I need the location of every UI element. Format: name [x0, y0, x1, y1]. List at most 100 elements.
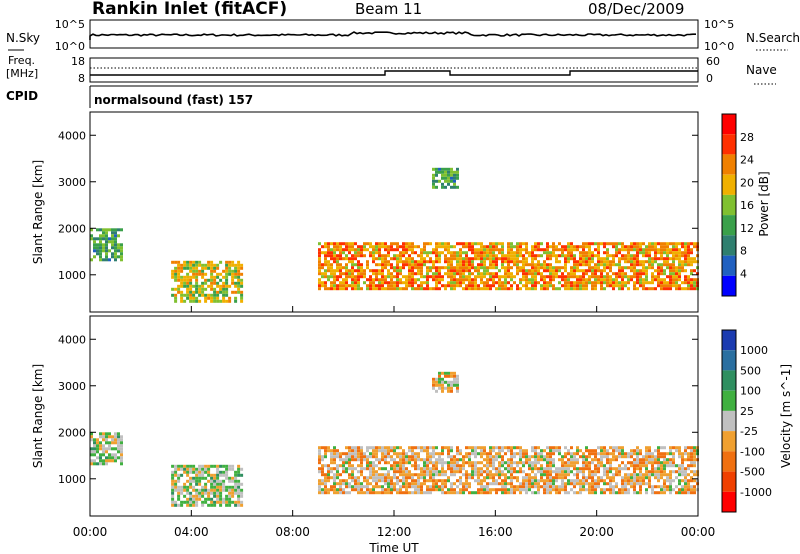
velocity-cell — [357, 470, 360, 474]
velocity-cell — [477, 479, 480, 483]
power-cell — [606, 251, 609, 255]
velocity-cell — [324, 449, 327, 453]
velocity-cell — [96, 456, 99, 460]
power-cell — [588, 242, 591, 246]
power-cell — [597, 245, 600, 249]
velocity-cell — [519, 461, 522, 465]
velocity-cell — [213, 500, 217, 504]
velocity-cell — [459, 482, 462, 486]
power-cell — [441, 251, 444, 255]
power-cell — [603, 263, 606, 267]
velocity-cell — [333, 452, 336, 456]
power-cell — [354, 257, 357, 261]
velocity-cell — [378, 467, 381, 471]
velocity-cell — [105, 447, 108, 451]
velocity-cell — [489, 446, 492, 450]
velocity-cell — [645, 452, 648, 456]
power-cell — [357, 278, 360, 282]
velocity-cell — [372, 446, 375, 450]
power-cell — [336, 257, 339, 261]
velocity-cell — [663, 467, 666, 471]
velocity-cell — [507, 467, 510, 471]
velocity-cell — [177, 476, 181, 480]
power-cell — [693, 287, 696, 291]
velocity-cell — [471, 461, 474, 465]
power-cell — [645, 287, 648, 291]
power-cell — [237, 266, 241, 270]
velocity-cell — [675, 476, 678, 480]
velocity-cell — [627, 479, 630, 483]
power-cell — [207, 296, 211, 300]
power-cell — [234, 284, 238, 288]
power-cell — [351, 263, 354, 267]
velocity-y-tick-label: 1000 — [58, 473, 86, 486]
power-cell — [597, 251, 600, 255]
power-cell — [534, 242, 537, 246]
power-cell — [633, 266, 636, 270]
velocity-cell — [648, 485, 651, 489]
power-colorbar-swatch — [722, 194, 736, 216]
velocity-cell — [651, 461, 654, 465]
velocity-cell — [330, 476, 333, 480]
power-cell — [192, 263, 196, 267]
power-cell — [375, 257, 378, 261]
power-cell — [537, 272, 540, 276]
velocity-cell — [408, 476, 411, 480]
velocity-cell — [450, 473, 453, 477]
velocity-cell — [561, 464, 564, 468]
velocity-cell — [567, 470, 570, 474]
velocity-cell — [399, 452, 402, 456]
velocity-cell — [366, 446, 369, 450]
power-cell — [228, 272, 232, 276]
velocity-cell — [384, 461, 387, 465]
power-cell — [582, 242, 585, 246]
velocity-cell — [195, 491, 199, 495]
velocity-cell — [489, 464, 492, 468]
power-cell — [450, 257, 453, 261]
velocity-cell — [606, 455, 609, 459]
velocity-cell — [510, 458, 513, 462]
power-cell — [417, 269, 420, 273]
power-cell — [327, 263, 330, 267]
velocity-cell — [405, 461, 408, 465]
power-cell — [183, 260, 187, 264]
velocity-cell — [612, 485, 615, 489]
power-cell — [606, 284, 609, 288]
velocity-cell — [666, 479, 669, 483]
velocity-cell — [600, 455, 603, 459]
velocity-cell — [504, 467, 507, 471]
velocity-cell — [606, 482, 609, 486]
velocity-cell — [228, 479, 232, 483]
power-cell — [528, 254, 531, 258]
power-cell — [663, 284, 666, 288]
power-cell — [198, 272, 202, 276]
velocity-cell — [201, 476, 205, 480]
power-cell — [411, 251, 414, 255]
velocity-cell — [501, 446, 504, 450]
power-cell — [507, 260, 510, 264]
power-cell — [657, 278, 660, 282]
velocity-cell — [435, 464, 438, 468]
power-cell — [237, 287, 241, 291]
power-cell — [582, 254, 585, 258]
power-cell — [609, 269, 612, 273]
velocity-cell — [687, 485, 690, 489]
power-cell — [414, 287, 417, 291]
velocity-cell — [369, 446, 372, 450]
velocity-cell — [420, 485, 423, 489]
power-cell — [543, 263, 546, 267]
velocity-cell — [540, 473, 543, 477]
velocity-cell — [663, 458, 666, 462]
power-cell — [636, 278, 639, 282]
power-cell — [672, 260, 675, 264]
velocity-cell — [492, 449, 495, 453]
velocity-cell — [621, 476, 624, 480]
power-cell — [558, 248, 561, 252]
power-cell — [171, 269, 175, 273]
velocity-cell — [489, 458, 492, 462]
velocity-cell — [396, 464, 399, 468]
velocity-cell — [648, 482, 651, 486]
velocity-cell — [231, 464, 235, 468]
power-cell — [477, 254, 480, 258]
power-cell — [111, 237, 114, 241]
